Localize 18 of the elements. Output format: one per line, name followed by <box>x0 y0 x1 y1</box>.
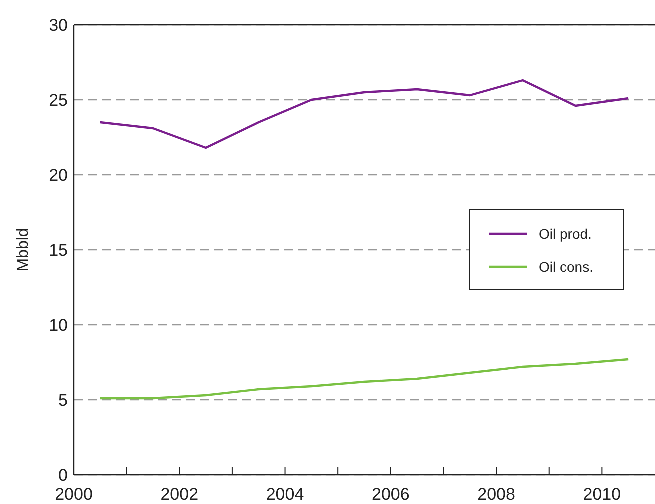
line-series <box>99 79 630 150</box>
y-tick-label: 30 <box>49 16 68 35</box>
x-tick-label: 2004 <box>266 485 304 504</box>
y-tick-label: 25 <box>49 91 68 110</box>
legend-label: Oil prod. <box>539 226 592 242</box>
y-tick-label: 10 <box>49 316 68 335</box>
y-axis-title: Mbbld <box>15 228 32 272</box>
x-tick-label: 2002 <box>160 485 199 504</box>
line-series <box>99 358 630 400</box>
x-tick-label: 2010 <box>583 485 622 504</box>
x-tick-label: 2000 <box>55 485 93 504</box>
y-tick-label: 0 <box>58 466 68 485</box>
legend-label: Oil cons. <box>539 259 594 275</box>
y-tick-label: 15 <box>49 241 68 260</box>
y-tick-label: 5 <box>58 391 68 410</box>
x-tick-label: 2008 <box>478 485 516 504</box>
y-tick-label: 20 <box>49 166 68 185</box>
x-tick-label: 2006 <box>372 485 410 504</box>
